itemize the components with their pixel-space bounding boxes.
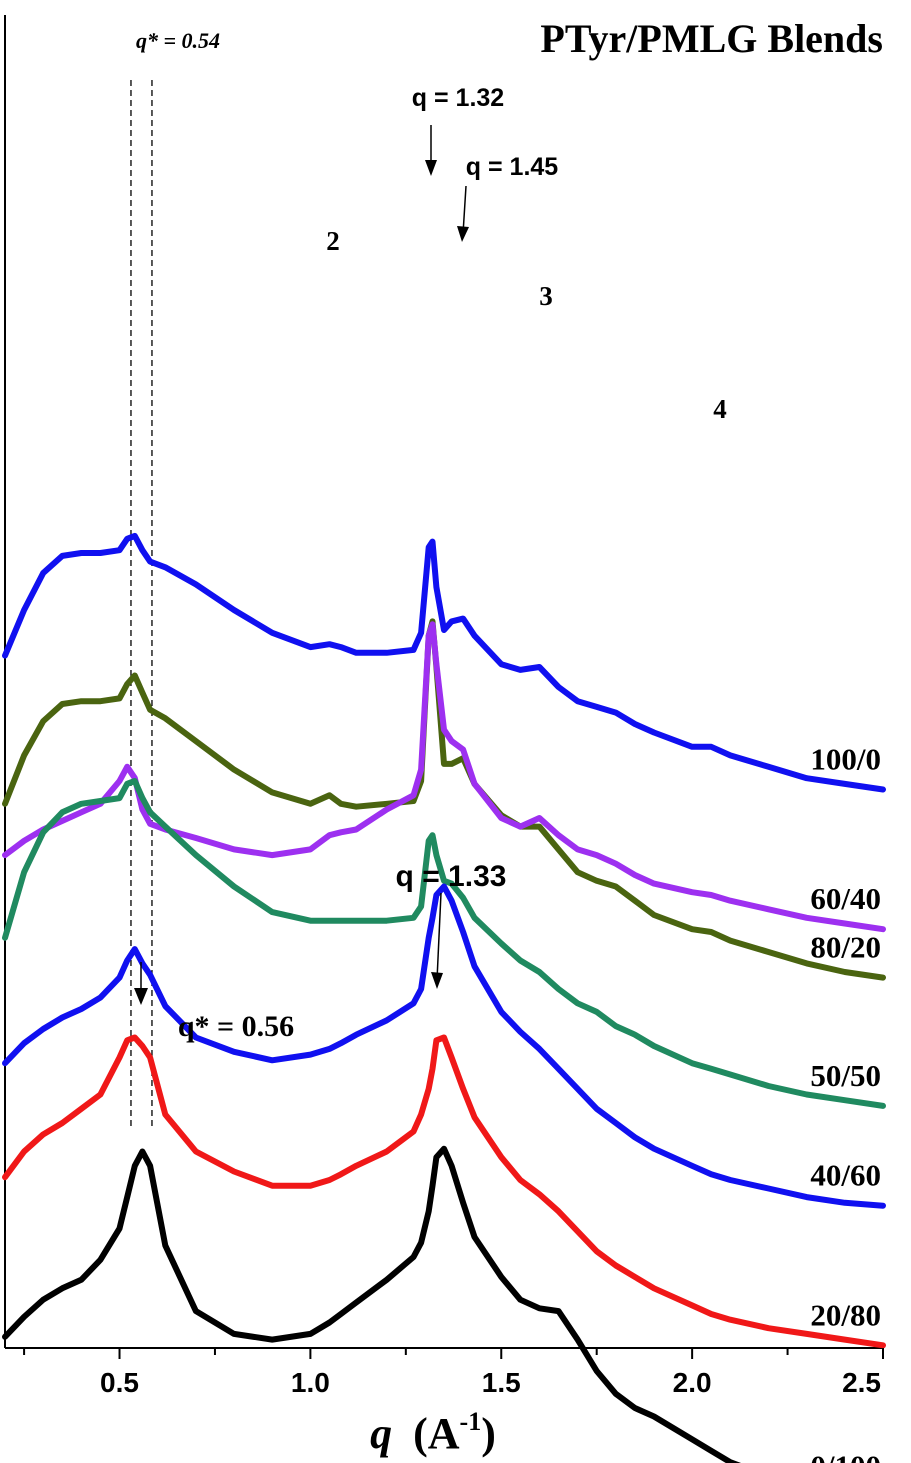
order-2-label: 2 xyxy=(326,226,340,256)
series-label-0-100: 0/100 xyxy=(810,1448,881,1463)
q133-label: q = 1.33 xyxy=(396,860,507,893)
x-ticks: 0.5 1.0 1.5 2.0 2.5 xyxy=(23,1348,884,1398)
series-label-60-40: 60/40 xyxy=(810,881,881,916)
series-line-100-0 xyxy=(2,532,886,793)
series-label-20-80: 20/80 xyxy=(810,1297,881,1332)
series-label-50-50: 50/50 xyxy=(810,1058,881,1093)
qstar-top-label: q* = 0.54 xyxy=(136,28,220,53)
series-line-0-100 xyxy=(2,1145,742,1463)
arrow-q145-head xyxy=(457,226,469,242)
series-layer: 100/0 80/20 60/40 50/50 40/60 20/80 0/100 xyxy=(2,532,886,1463)
series-line-60-40 xyxy=(2,621,886,933)
chart-title: PTyr/PMLG Blends xyxy=(540,16,883,61)
series-line-80-20 xyxy=(2,618,886,981)
q132-label: q = 1.32 xyxy=(412,84,504,112)
qstar-bottom-label: q* = 0.56 xyxy=(178,1010,294,1043)
series-line-20-80 xyxy=(2,1034,886,1349)
series-line-50-50 xyxy=(2,778,886,1109)
arrow-q133-head xyxy=(431,972,443,989)
x-tick-label: 2.0 xyxy=(673,1367,712,1398)
x-tick-label: 0.5 xyxy=(100,1367,139,1398)
series-label-40-60: 40/60 xyxy=(810,1158,881,1193)
x-axis-close: ) xyxy=(481,1409,496,1458)
arrow-q133 xyxy=(436,892,442,981)
q145-label: q = 1.45 xyxy=(466,153,559,181)
x-axis-unit: (A xyxy=(413,1409,460,1458)
series-label-100-0: 100/0 xyxy=(810,742,881,777)
order-3-label: 3 xyxy=(539,281,553,311)
order-4-label: 4 xyxy=(713,394,727,424)
x-tick-label: 2.5 xyxy=(842,1367,881,1398)
arrow-q145 xyxy=(462,185,467,235)
x-axis-exponent: -1 xyxy=(460,1407,482,1436)
x-axis-label: q (A-1) xyxy=(370,1407,496,1458)
series-label-80-20: 80/20 xyxy=(810,930,881,965)
x-axis-symbol: q xyxy=(370,1409,392,1458)
arrow-qstar-bottom-head xyxy=(134,988,148,1005)
x-tick-label: 1.5 xyxy=(482,1367,521,1398)
x-tick-label: 1.0 xyxy=(291,1367,330,1398)
annotation-arrows xyxy=(134,125,469,1005)
arrow-q132-head xyxy=(425,160,437,176)
series-line-40-60 xyxy=(2,883,886,1209)
